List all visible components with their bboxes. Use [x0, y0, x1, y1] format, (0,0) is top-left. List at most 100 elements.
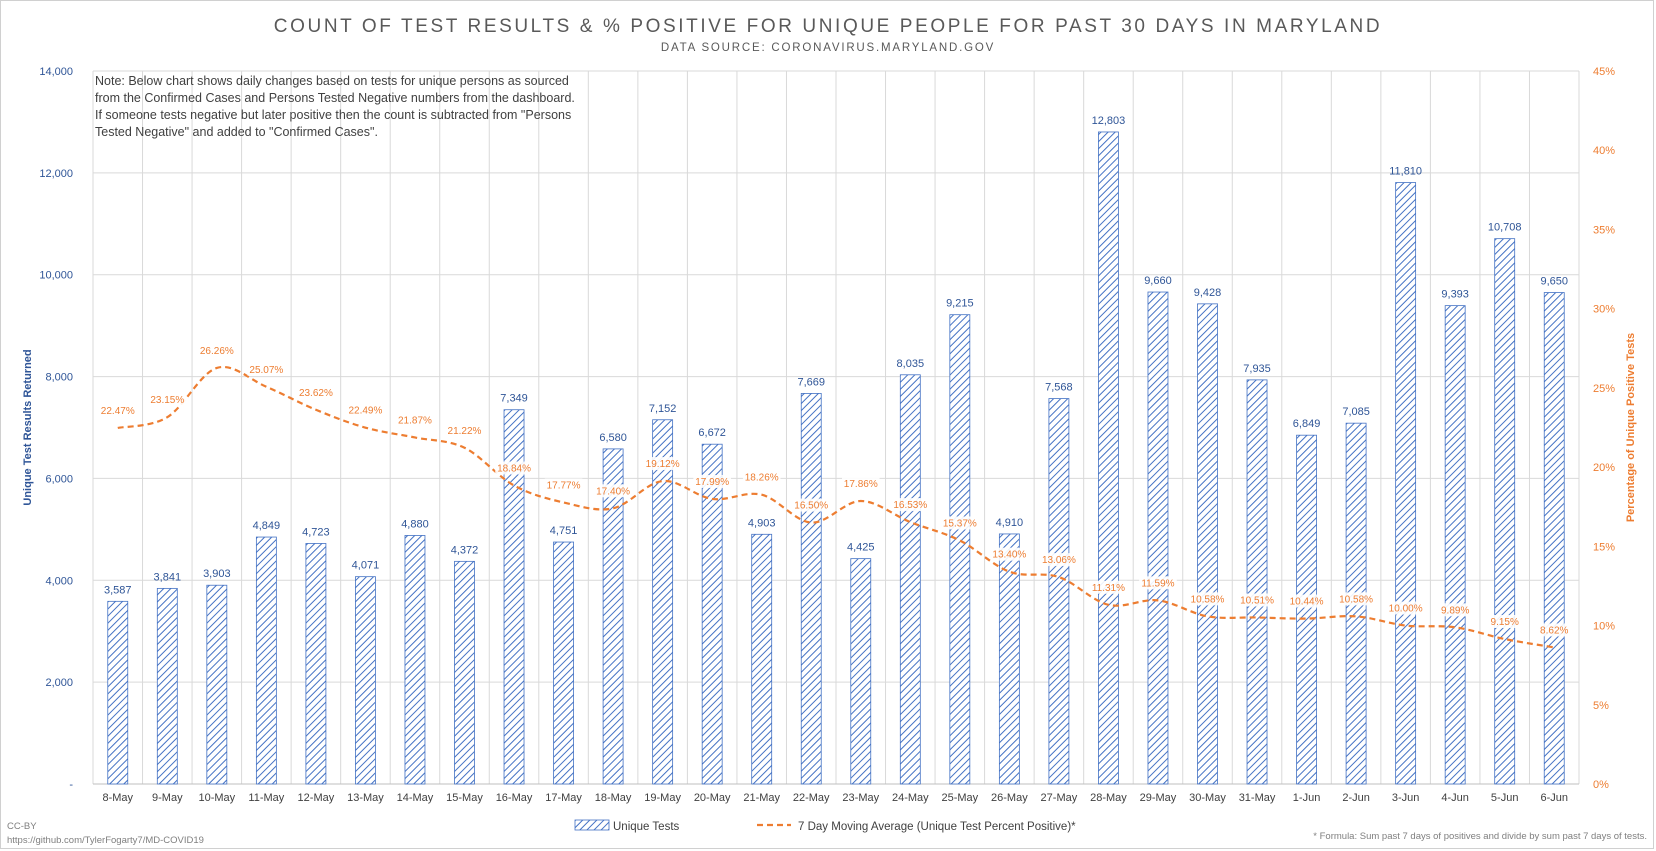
x-tick-label: 21-May: [743, 792, 780, 804]
percent-value-label: 17.40%: [596, 486, 630, 497]
y-left-tick-label: 8,000: [45, 372, 73, 384]
y-right-tick-label: 35%: [1593, 224, 1615, 236]
bar-value-label: 7,935: [1243, 363, 1271, 375]
y-left-tick-label: 2,000: [45, 677, 73, 689]
percent-label-background: [643, 457, 682, 471]
bar: [1543, 292, 1565, 785]
x-tick-label: 26-May: [991, 792, 1028, 804]
x-tick-label: 5-Jun: [1491, 792, 1519, 804]
legend-line-label: 7 Day Moving Average (Unique Test Percen…: [798, 821, 1076, 833]
percent-value-label: 22.49%: [348, 406, 382, 417]
note-line: If someone tests negative but later posi…: [95, 108, 571, 122]
bar: [850, 558, 872, 785]
percent-label-background: [544, 478, 583, 492]
y-right-tick-label: 30%: [1593, 304, 1615, 316]
x-tick-label: 25-May: [941, 792, 978, 804]
data-labels: 3,587 3,841 3,903 4,849 4,723 4,071 4,880 4,372…: [98, 115, 1571, 637]
bar: [156, 587, 178, 785]
bar: [800, 393, 822, 785]
percent-label-background: [396, 413, 434, 427]
footer-url: https://github.com/TylerFogarty7/MD-COVI…: [7, 835, 204, 846]
y-right-tick-label: 45%: [1593, 66, 1615, 78]
y-right-tick-label: 0%: [1593, 779, 1609, 791]
percent-value-label: 23.62%: [299, 388, 333, 399]
percent-label-background: [148, 393, 187, 407]
x-tick-label: 15-May: [446, 792, 483, 804]
bar-series: [107, 131, 1565, 785]
percent-value-label: 9.89%: [1441, 605, 1469, 616]
percent-label-background: [1040, 553, 1078, 567]
bar-value-label: 4,071: [352, 560, 380, 572]
percent-value-label: 11.31%: [1092, 583, 1125, 594]
bar: [1444, 305, 1466, 785]
x-tick-label: 4-Jun: [1441, 792, 1469, 804]
percent-value-label: 9.15%: [1491, 617, 1519, 628]
bar-value-label: 7,568: [1045, 382, 1073, 394]
percent-value-label: 19.12%: [646, 459, 680, 470]
x-tick-label: 10-May: [198, 792, 235, 804]
percent-label-background: [1538, 623, 1571, 637]
percent-value-label: 10.58%: [1191, 594, 1225, 605]
bar: [1395, 182, 1417, 785]
percent-label-background: [445, 423, 484, 437]
bar: [404, 535, 426, 785]
percent-label-background: [1386, 601, 1425, 615]
percent-label-background: [1337, 592, 1375, 606]
bar: [1296, 434, 1317, 785]
bar-value-label: 7,085: [1342, 406, 1370, 418]
percent-value-label: 18.26%: [745, 473, 779, 484]
bar: [206, 584, 228, 785]
percent-label-background: [98, 403, 137, 417]
bar: [701, 443, 723, 785]
bar-value-label: 6,580: [599, 432, 627, 444]
y-left-tick-label: 6,000: [45, 473, 73, 485]
percent-value-label: 22.47%: [101, 406, 135, 417]
y-right-tick-label: 40%: [1593, 145, 1615, 157]
percent-value-label: 11.59%: [1141, 578, 1174, 589]
bar-value-label: 3,587: [104, 584, 132, 596]
legend-bar-swatch: [574, 819, 610, 831]
percent-value-label: 16.50%: [794, 501, 828, 512]
x-tick-label: 8-May: [102, 792, 133, 804]
note-line: from the Confirmed Cases and Persons Tes…: [95, 91, 575, 105]
y-right-tick-label: 5%: [1593, 700, 1609, 712]
bar: [553, 541, 574, 785]
bar-value-label: 9,660: [1144, 275, 1172, 287]
y-left-tick-label: 12,000: [39, 168, 73, 180]
percent-label-background: [297, 385, 335, 399]
y-right-tick-label: 10%: [1593, 621, 1615, 633]
percent-value-label: 13.40%: [992, 550, 1026, 561]
percent-value-label: 26.26%: [200, 346, 234, 357]
gridlines: [92, 70, 1580, 785]
y-right-tick-label: 20%: [1593, 462, 1615, 474]
x-tick-label: 11-May: [248, 792, 284, 804]
x-tick-label: 17-May: [545, 792, 582, 804]
bar-value-label: 9,215: [946, 298, 974, 310]
bar: [1246, 379, 1268, 785]
note-line: Note: Below chart shows daily changes ba…: [95, 74, 569, 88]
x-tick-label: 30-May: [1189, 792, 1226, 804]
legend: Unique Tests 7 Day Moving Average (Uniqu…: [574, 819, 1076, 833]
bar-value-label: 4,372: [451, 544, 479, 556]
percent-value-label: 13.06%: [1042, 555, 1076, 566]
y-left-tick-label: 4,000: [45, 575, 73, 587]
x-tick-label: 2-Jun: [1342, 792, 1370, 804]
x-tick-label: 12-May: [298, 792, 335, 804]
percent-label-background: [1139, 576, 1177, 590]
percent-label-background: [346, 403, 385, 417]
percent-label-background: [1287, 594, 1326, 608]
moving-average-line: [117, 365, 1555, 649]
percent-value-label: 10.44%: [1290, 597, 1324, 608]
percent-value-label: 21.22%: [448, 426, 482, 437]
percent-label-background: [1439, 603, 1472, 617]
bar: [998, 533, 1020, 785]
x-tick-label: 22-May: [793, 792, 830, 804]
chart-title: COUNT OF TEST RESULTS & % POSITIVE FOR U…: [274, 16, 1382, 37]
x-tick-label: 19-May: [644, 792, 681, 804]
percent-value-label: 17.77%: [547, 480, 581, 491]
bar: [1197, 303, 1218, 785]
axes: - 2,000 4,000 6,000 8,000 10,000 12,000 14,000 0…: [22, 66, 1637, 804]
bar-value-label: 9,428: [1194, 287, 1222, 299]
y-left-tick-label: 10,000: [39, 270, 73, 282]
